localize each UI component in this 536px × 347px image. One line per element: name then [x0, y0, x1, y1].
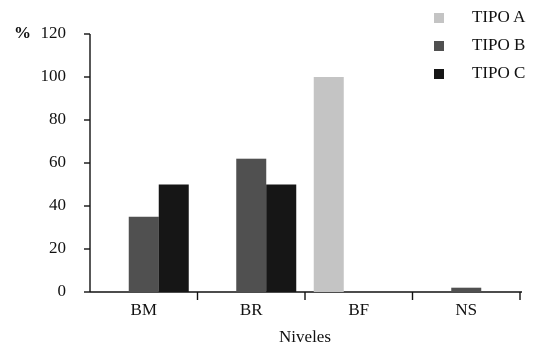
bar — [451, 287, 482, 292]
y-tick-label: 40 — [49, 195, 66, 214]
legend-swatch — [434, 69, 444, 79]
x-axis-label: Niveles — [279, 327, 331, 346]
bar — [158, 184, 189, 292]
legend-label: TIPO B — [472, 35, 525, 54]
y-tick-label: 80 — [49, 109, 66, 128]
y-tick-label: 0 — [58, 281, 67, 300]
x-tick-label: BR — [240, 300, 263, 319]
x-tick-label: BF — [348, 300, 369, 319]
bar — [236, 158, 267, 292]
y-tick-label: 60 — [49, 152, 66, 171]
bar — [313, 77, 344, 292]
legend-label: TIPO C — [472, 63, 525, 82]
y-tick-label: 20 — [49, 238, 66, 257]
bar — [266, 184, 297, 292]
legend-swatch — [434, 13, 444, 23]
legend-label: TIPO A — [472, 7, 526, 26]
legend-swatch — [434, 41, 444, 51]
x-tick-label: BM — [131, 300, 157, 319]
y-axis-label: % — [14, 23, 31, 42]
bar — [128, 216, 159, 292]
y-tick-label: 100 — [41, 66, 67, 85]
x-tick-label: NS — [455, 300, 477, 319]
y-tick-label: 120 — [41, 23, 67, 42]
